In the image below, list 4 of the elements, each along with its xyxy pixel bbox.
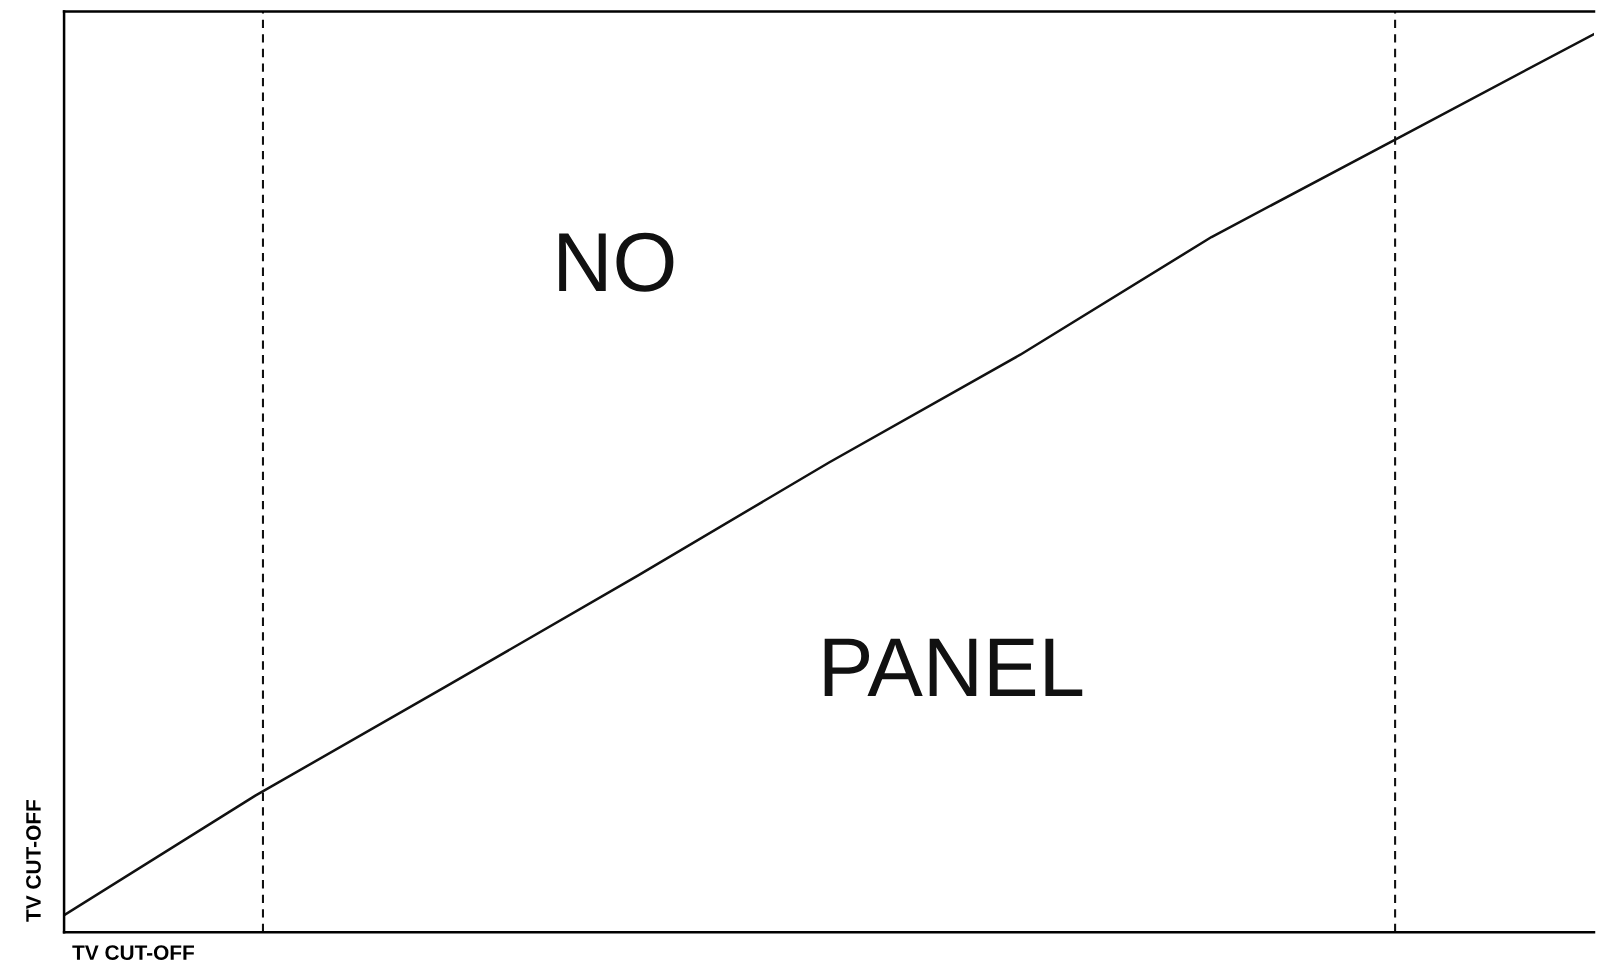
x-axis-title: TV CUT-OFF bbox=[72, 945, 194, 960]
y-axis-title: TV CUT-OFF bbox=[26, 800, 41, 922]
annotation: NO bbox=[559, 232, 674, 292]
annotation: PANEL bbox=[824, 638, 1083, 696]
